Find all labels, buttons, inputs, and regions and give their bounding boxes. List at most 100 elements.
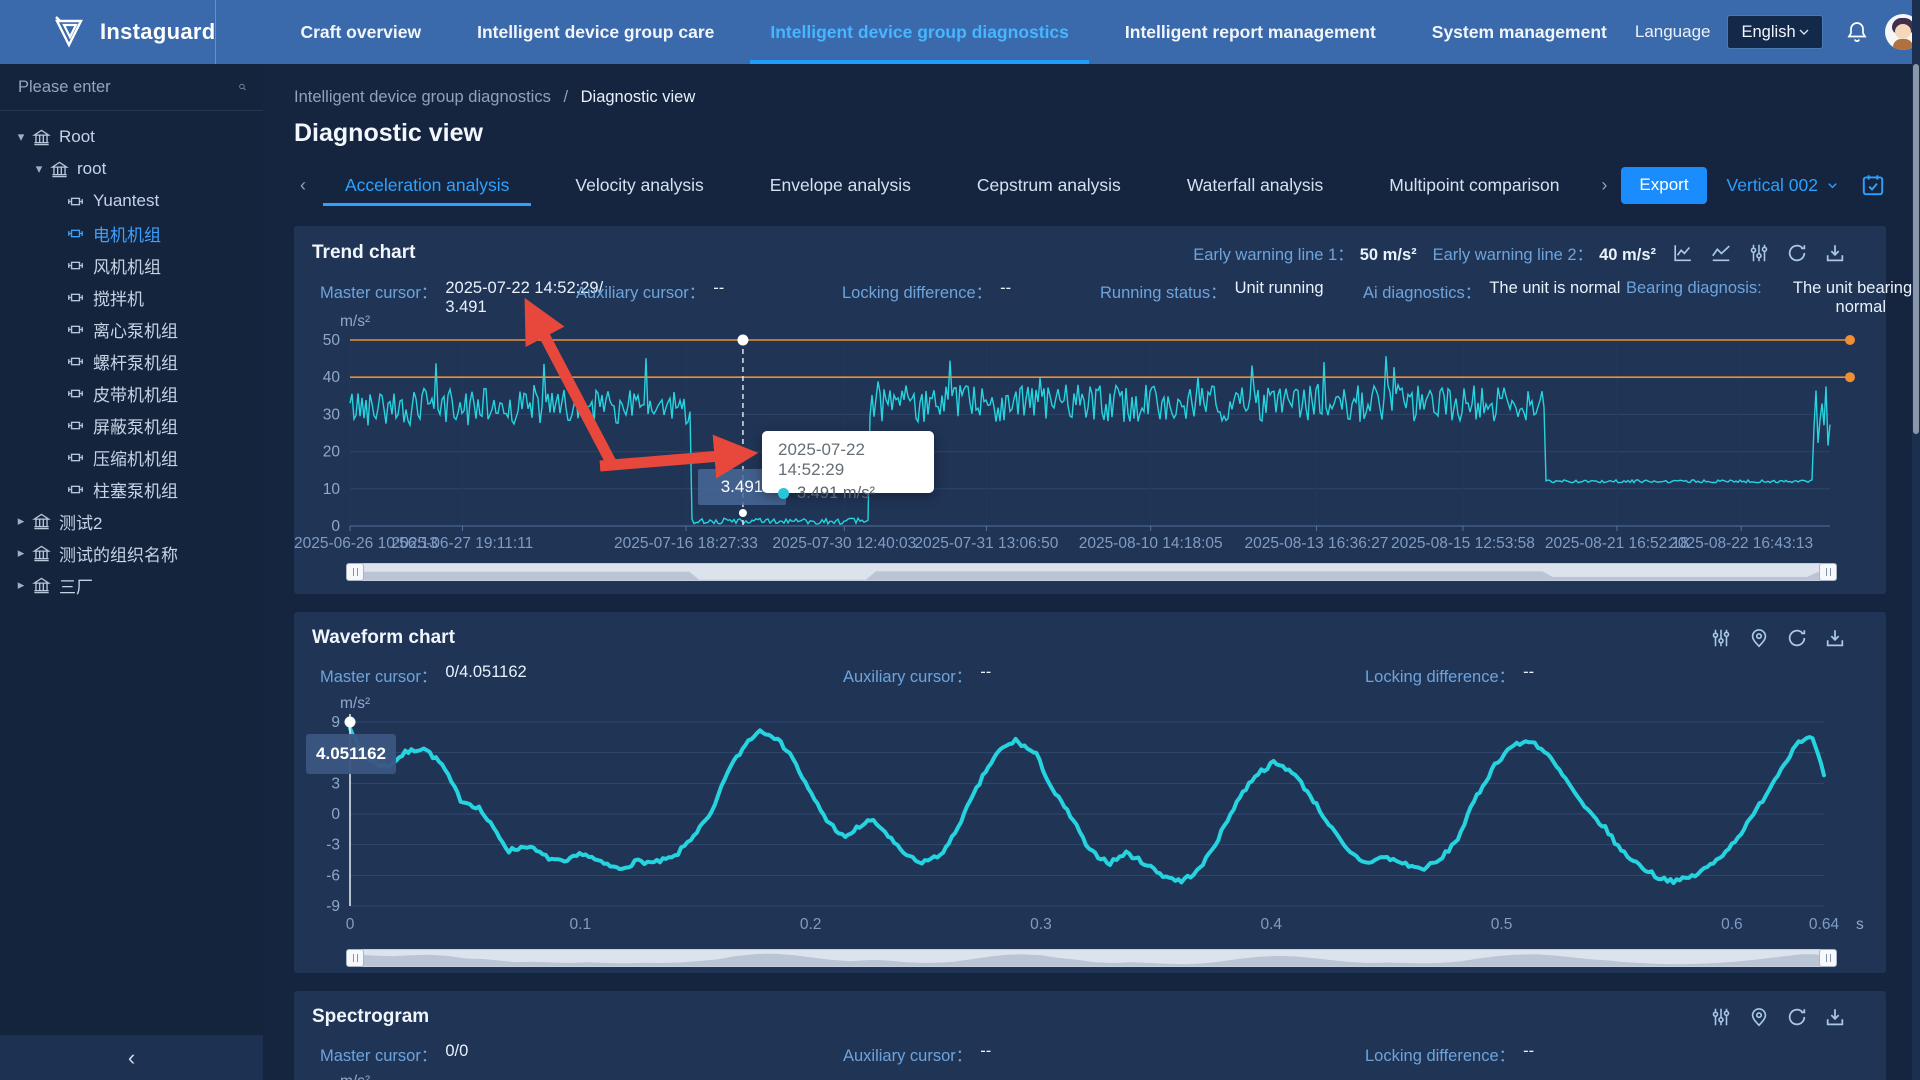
page-title: Diagnostic view — [294, 119, 1912, 148]
location-pin-icon[interactable] — [1748, 627, 1770, 649]
nav-item[interactable]: Intelligent device group care — [457, 0, 734, 64]
svg-text:0.3: 0.3 — [1030, 916, 1052, 933]
tree-item-label: 搅拌机 — [93, 285, 144, 310]
breadcrumb-current: Diagnostic view — [581, 88, 696, 106]
sliders-icon[interactable] — [1748, 242, 1770, 264]
download-icon[interactable] — [1824, 627, 1846, 649]
location-pin-icon[interactable] — [1748, 1006, 1770, 1028]
tree-caret-icon[interactable]: ▸ — [12, 513, 30, 529]
tree-caret-icon[interactable]: ▸ — [12, 577, 30, 593]
line-chart-icon[interactable] — [1672, 242, 1694, 264]
app-root: Instaguard Craft overviewIntelligent dev… — [0, 0, 1920, 1080]
waveform-datazoom-track[interactable] — [355, 949, 1828, 967]
tab-toolbar: Export Vertical 002 — [1621, 167, 1886, 204]
tabs-scroll-left-icon[interactable]: ‹ — [294, 175, 312, 196]
organization-icon — [32, 128, 51, 147]
tree-item-离心泵机组[interactable]: 离心泵机组 — [0, 313, 263, 345]
search-input[interactable] — [18, 78, 238, 97]
svg-text:-6: -6 — [326, 867, 340, 884]
page-scrollbar[interactable] — [1912, 0, 1920, 1080]
tab-envelope-analysis[interactable]: Envelope analysis — [748, 162, 933, 208]
breadcrumb: Intelligent device group diagnostics / D… — [294, 88, 1912, 107]
tree-item-label: 压缩机机组 — [93, 445, 178, 470]
tree-caret-icon[interactable]: ▸ — [12, 545, 30, 561]
device-tree: ▾Root▾root Yuantest 电机机组风机机组搅拌机离心泵机组螺杆泵机组皮… — [0, 111, 263, 601]
device-icon — [66, 448, 85, 467]
smooth-line-chart-icon[interactable] — [1710, 242, 1732, 264]
svg-text:30: 30 — [323, 406, 341, 423]
trend-head-controls: Early warning line 1：50 m/s² Early warni… — [1193, 241, 1846, 265]
waveform-datazoom-left-handle[interactable] — [346, 949, 364, 967]
sidebar-collapse-button[interactable]: ‹ — [0, 1035, 263, 1080]
nav-item[interactable]: System management — [1412, 0, 1627, 64]
download-icon[interactable] — [1824, 1006, 1846, 1028]
tree-item-三厂[interactable]: ▸ 三厂 — [0, 569, 263, 601]
page-scrollbar-thumb[interactable] — [1913, 64, 1919, 434]
tree-item-label: 测试的组织名称 — [59, 541, 178, 566]
tab-waterfall-analysis[interactable]: Waterfall analysis — [1165, 162, 1345, 208]
tab-multipoint-comparison[interactable]: Multipoint comparison — [1367, 162, 1581, 208]
download-icon[interactable] — [1824, 242, 1846, 264]
waveform-datazoom-right-handle[interactable] — [1819, 949, 1837, 967]
refresh-icon[interactable] — [1786, 1006, 1808, 1028]
svg-text:9: 9 — [331, 714, 340, 731]
trend-chart-panel: Trend chart Early warning line 1：50 m/s²… — [294, 226, 1886, 594]
organization-icon — [32, 576, 51, 595]
tree-item-label: Yuantest — [93, 191, 159, 211]
trend-panel-head: Trend chart Early warning line 1：50 m/s²… — [294, 226, 1886, 265]
notification-bell-icon[interactable] — [1845, 20, 1869, 44]
sliders-icon[interactable] — [1710, 627, 1732, 649]
organization-icon — [32, 512, 51, 531]
trend-datazoom[interactable] — [346, 563, 1837, 581]
language-select[interactable]: English — [1727, 15, 1823, 49]
tabs-scroll-right-icon[interactable]: › — [1595, 175, 1613, 196]
tree-item-屏蔽泵机组[interactable]: 屏蔽泵机组 — [0, 409, 263, 441]
export-button[interactable]: Export — [1621, 167, 1706, 204]
calendar-check-icon[interactable] — [1860, 172, 1886, 198]
trend-chart-canvas[interactable]: 01020304050m/s²2025-06-26 10:56:132025-0… — [294, 312, 1886, 552]
tree-item-柱塞泵机组[interactable]: 柱塞泵机组 — [0, 473, 263, 505]
search-icon[interactable] — [238, 78, 247, 96]
tree-item-label: 三厂 — [59, 573, 93, 598]
trend-datazoom-right-handle[interactable] — [1819, 563, 1837, 581]
waveform-head-controls — [1710, 627, 1846, 649]
tree-item-label: 柱塞泵机组 — [93, 477, 178, 502]
refresh-icon[interactable] — [1786, 627, 1808, 649]
tree-item-Root[interactable]: ▾Root — [0, 121, 263, 153]
tab-velocity-analysis[interactable]: Velocity analysis — [553, 162, 725, 208]
sliders-icon[interactable] — [1710, 1006, 1732, 1028]
trend-datazoom-left-handle[interactable] — [346, 563, 364, 581]
tree-item-测试2[interactable]: ▸测试2 — [0, 505, 263, 537]
tree-item-风机机组[interactable]: 风机机组 — [0, 249, 263, 281]
measuring-point-select[interactable]: Vertical 002 — [1727, 175, 1840, 196]
tree-item-搅拌机[interactable]: 搅拌机 — [0, 281, 263, 313]
tree-item-压缩机机组[interactable]: 压缩机机组 — [0, 441, 263, 473]
spectrogram-lock-diff: Locking difference：-- — [1365, 1042, 1886, 1066]
refresh-icon[interactable] — [1786, 242, 1808, 264]
waveform-chart-canvas[interactable]: -9-6-30369m/s²00.10.20.30.40.50.60.64s — [294, 692, 1886, 937]
tab-acceleration-analysis[interactable]: Acceleration analysis — [323, 162, 531, 208]
tree-caret-icon[interactable]: ▾ — [12, 129, 30, 145]
organization-icon — [50, 160, 69, 179]
chevron-down-icon — [1825, 178, 1840, 193]
trend-datazoom-track[interactable] — [355, 563, 1828, 581]
nav-item[interactable]: Craft overview — [280, 0, 441, 64]
tree-item-测试的组织名称[interactable]: ▸ 测试的组织名称 — [0, 537, 263, 569]
waveform-datazoom[interactable] — [346, 949, 1837, 967]
svg-text:-3: -3 — [326, 837, 340, 854]
tree-item-螺杆泵机组[interactable]: 螺杆泵机组 — [0, 345, 263, 377]
tree-item-Yuantest[interactable]: Yuantest — [0, 185, 263, 217]
tree-item-label: 离心泵机组 — [93, 317, 178, 342]
tree-item-label: 螺杆泵机组 — [93, 349, 178, 374]
nav-item[interactable]: Intelligent device group diagnostics — [750, 0, 1089, 64]
spectrogram-y-unit: m/s² — [340, 1073, 370, 1080]
nav-item[interactable]: Intelligent report management — [1105, 0, 1396, 64]
svg-text:50: 50 — [323, 332, 341, 349]
tree-item-皮带机机组[interactable]: 皮带机机组 — [0, 377, 263, 409]
trend-lock-diff: Locking difference：-- — [842, 279, 1100, 303]
tree-caret-icon[interactable]: ▾ — [30, 161, 48, 177]
tab-cepstrum-analysis[interactable]: Cepstrum analysis — [955, 162, 1143, 208]
tree-item-root[interactable]: ▾root — [0, 153, 263, 185]
breadcrumb-parent[interactable]: Intelligent device group diagnostics — [294, 88, 551, 106]
tree-item-电机机组[interactable]: 电机机组 — [0, 217, 263, 249]
